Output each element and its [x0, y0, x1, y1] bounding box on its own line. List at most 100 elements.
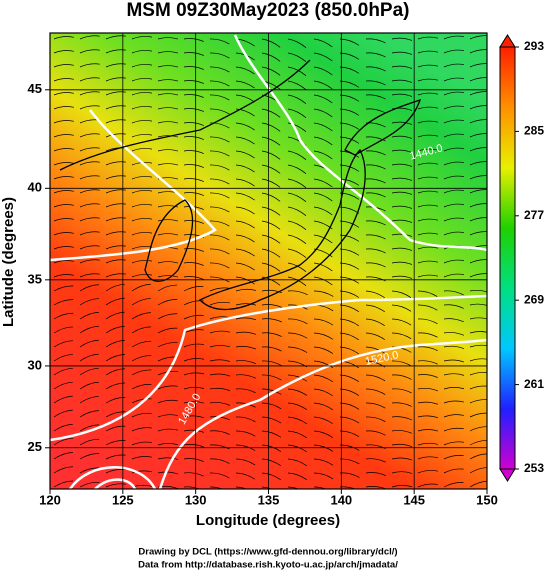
- streamline: [443, 468, 464, 474]
- streamline: [469, 147, 487, 152]
- streamline: [391, 191, 413, 195]
- streamline: [235, 331, 257, 335]
- streamline: [443, 359, 465, 363]
- streamline: [365, 220, 386, 226]
- streamline: [313, 444, 334, 452]
- streamline: [105, 245, 126, 250]
- streamline: [417, 304, 438, 311]
- streamline: [417, 483, 438, 488]
- streamline: [157, 471, 179, 475]
- x-tick-label: 120: [39, 492, 61, 507]
- streamline: [443, 345, 465, 349]
- streamline: [469, 412, 487, 418]
- streamline: [53, 204, 75, 208]
- streamline: [105, 105, 126, 110]
- streamline: [313, 94, 333, 104]
- streamline: [391, 149, 413, 153]
- footer-line: Data from http://database.rish.kyoto-u.a…: [138, 560, 398, 571]
- streamline: [469, 317, 487, 320]
- streamline: [157, 163, 179, 166]
- streamline: [417, 290, 438, 297]
- streamline: [105, 119, 126, 124]
- streamline: [391, 443, 413, 448]
- streamline: [287, 444, 307, 453]
- streamline: [79, 410, 99, 418]
- streamline: [313, 346, 334, 354]
- streamline: [417, 442, 439, 446]
- streamline: [417, 346, 438, 352]
- streamline: [365, 332, 386, 340]
- streamline: [183, 300, 204, 306]
- streamline: [287, 108, 307, 118]
- streamline: [53, 36, 75, 40]
- colorbar-tick-label: 293: [524, 39, 544, 53]
- streamline: [313, 220, 333, 230]
- streamline: [469, 399, 487, 404]
- streamline: [157, 275, 179, 278]
- streamline: [131, 106, 152, 110]
- streamline: [417, 456, 439, 460]
- streamline: [131, 50, 152, 54]
- streamline: [79, 453, 100, 460]
- streamline: [235, 317, 257, 321]
- streamline: [417, 78, 439, 82]
- streamline: [157, 233, 179, 236]
- streamline: [365, 262, 386, 268]
- streamline: [443, 147, 464, 152]
- streamline: [365, 234, 386, 240]
- streamline: [261, 318, 282, 323]
- streamline: [391, 37, 413, 41]
- streamline: [105, 35, 126, 40]
- streamline: [261, 458, 282, 467]
- x-tick-label: 145: [403, 492, 425, 507]
- streamline: [209, 108, 230, 115]
- streamline: [313, 66, 333, 76]
- streamline: [235, 108, 255, 117]
- streamline: [235, 416, 256, 423]
- streamline: [261, 52, 281, 62]
- streamline: [183, 220, 204, 224]
- streamline: [313, 136, 333, 146]
- streamline: [391, 51, 413, 55]
- streamline: [105, 91, 126, 96]
- streamline: [235, 178, 255, 187]
- streamline: [313, 458, 334, 466]
- streamline: [365, 472, 386, 476]
- streamline: [287, 472, 308, 481]
- streamline: [365, 304, 385, 313]
- streamline: [443, 105, 464, 110]
- streamline: [53, 148, 75, 152]
- streamline: [53, 50, 75, 54]
- streamline: [157, 135, 179, 138]
- streamline: [131, 274, 152, 278]
- streamline: [287, 178, 307, 188]
- streamline: [261, 192, 281, 202]
- streamline: [235, 346, 257, 350]
- streamline: [313, 430, 334, 438]
- streamline: [235, 276, 255, 285]
- streamline: [469, 105, 487, 110]
- coastlines: [59, 59, 422, 311]
- streamline: [157, 428, 179, 432]
- streamline: [209, 301, 230, 306]
- streamline: [105, 339, 125, 348]
- streamline: [183, 164, 204, 168]
- streamline: [287, 290, 308, 296]
- streamline: [235, 122, 255, 131]
- streamline: [391, 107, 413, 111]
- y-tick-label: 45: [28, 81, 42, 96]
- streamline: [209, 248, 230, 255]
- streamline: [157, 121, 179, 124]
- streamline: [287, 192, 307, 202]
- streamline: [209, 234, 230, 241]
- streamline: [391, 457, 413, 461]
- streamline: [365, 276, 386, 282]
- streamline: [391, 177, 413, 181]
- streamline: [469, 231, 487, 236]
- streamline: [209, 287, 230, 292]
- streamline: [261, 248, 281, 258]
- streamline: [391, 332, 412, 340]
- streamline: [287, 38, 307, 48]
- streamline: [131, 120, 152, 124]
- streamline: [261, 234, 281, 244]
